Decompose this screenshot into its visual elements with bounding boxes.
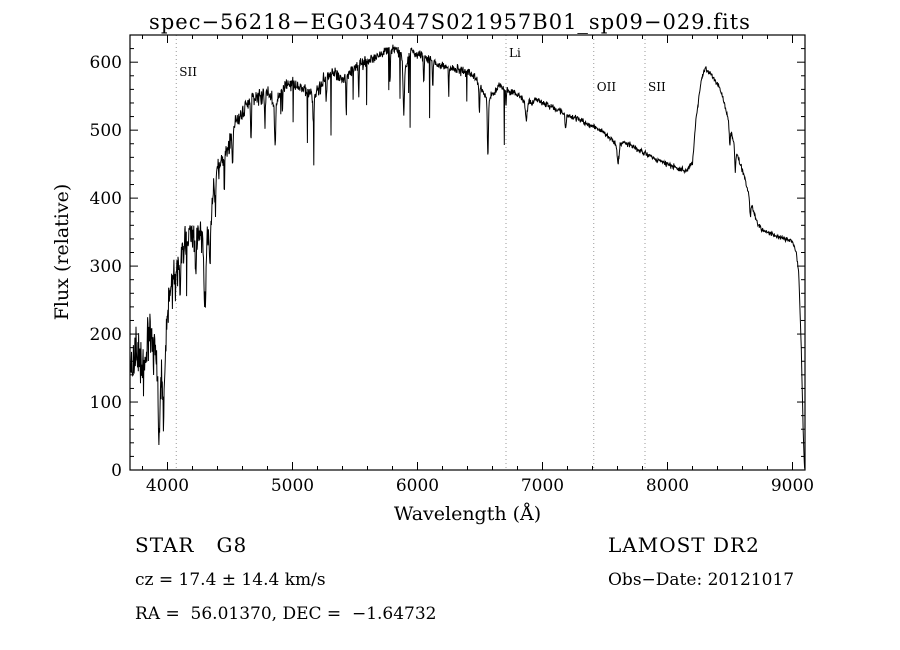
y-tick-label: 400 <box>90 189 122 209</box>
line-marker-label: SII <box>648 80 666 94</box>
y-tick-label: 500 <box>90 121 122 141</box>
x-tick-label: 7000 <box>521 476 564 496</box>
y-tick-label: 600 <box>90 53 122 73</box>
x-axis-title: Wavelength (Å) <box>393 503 542 525</box>
x-tick-label: 4000 <box>146 476 189 496</box>
y-axis-title: Flux (relative) <box>51 183 73 321</box>
obs-date-value: Obs−Date: 20121017 <box>608 570 795 590</box>
ra-dec-value: RA = 56.01370, DEC = −1.64732 <box>135 604 437 624</box>
cz-value: cz = 17.4 ± 14.4 km/s <box>135 570 326 590</box>
y-tick-label: 0 <box>111 461 122 481</box>
x-tick-label: 9000 <box>771 476 814 496</box>
x-tick-label: 5000 <box>271 476 314 496</box>
spectrum-trace <box>129 44 806 470</box>
y-tick-label: 200 <box>90 325 122 345</box>
x-tick-label: 8000 <box>646 476 689 496</box>
object-class-label: STAR G8 <box>135 533 248 557</box>
y-tick-label: 300 <box>90 257 122 277</box>
line-marker-label: Li <box>509 46 521 60</box>
plot-title: spec−56218−EG034047S021957B01_sp09−029.f… <box>149 10 751 34</box>
line-marker-label: SII <box>179 65 197 79</box>
y-tick-label: 100 <box>90 393 122 413</box>
survey-label: LAMOST DR2 <box>608 533 760 557</box>
line-marker-label: OII <box>597 80 617 94</box>
plot-border <box>129 34 806 471</box>
x-tick-label: 6000 <box>396 476 439 496</box>
